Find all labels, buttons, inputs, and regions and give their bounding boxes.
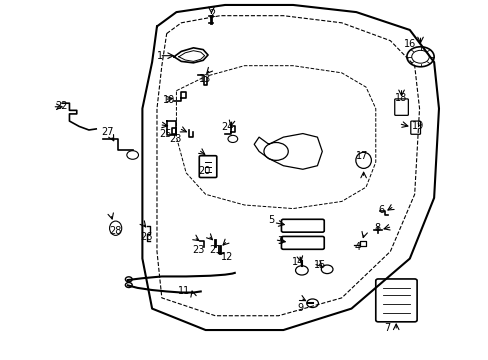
Text: 9: 9 [297,303,304,313]
Text: 22: 22 [55,101,68,111]
Text: 23: 23 [192,245,204,255]
Text: 20: 20 [198,166,210,176]
Text: 21: 21 [209,245,222,255]
Text: 17: 17 [355,151,367,161]
Text: 26: 26 [140,232,152,242]
Text: 18: 18 [394,93,407,103]
Text: 25: 25 [159,129,172,139]
Text: 16: 16 [403,39,415,49]
Text: 11: 11 [177,287,189,296]
Text: 2: 2 [209,9,215,18]
Text: 7: 7 [383,323,389,333]
Text: 6: 6 [378,205,384,215]
Text: 4: 4 [354,242,360,252]
Text: 24: 24 [221,122,233,132]
Text: 14: 14 [291,257,304,267]
Text: 1: 1 [157,51,163,61]
Text: 23: 23 [168,134,181,144]
Text: 5: 5 [268,215,274,225]
Text: 13: 13 [198,74,210,84]
Text: 15: 15 [313,260,325,270]
Text: 12: 12 [221,252,233,262]
Text: 19: 19 [411,121,424,131]
Text: 28: 28 [109,226,122,236]
Text: 27: 27 [101,127,113,137]
Text: 8: 8 [374,223,380,233]
Text: 10: 10 [163,95,175,105]
Text: 3: 3 [276,236,283,246]
